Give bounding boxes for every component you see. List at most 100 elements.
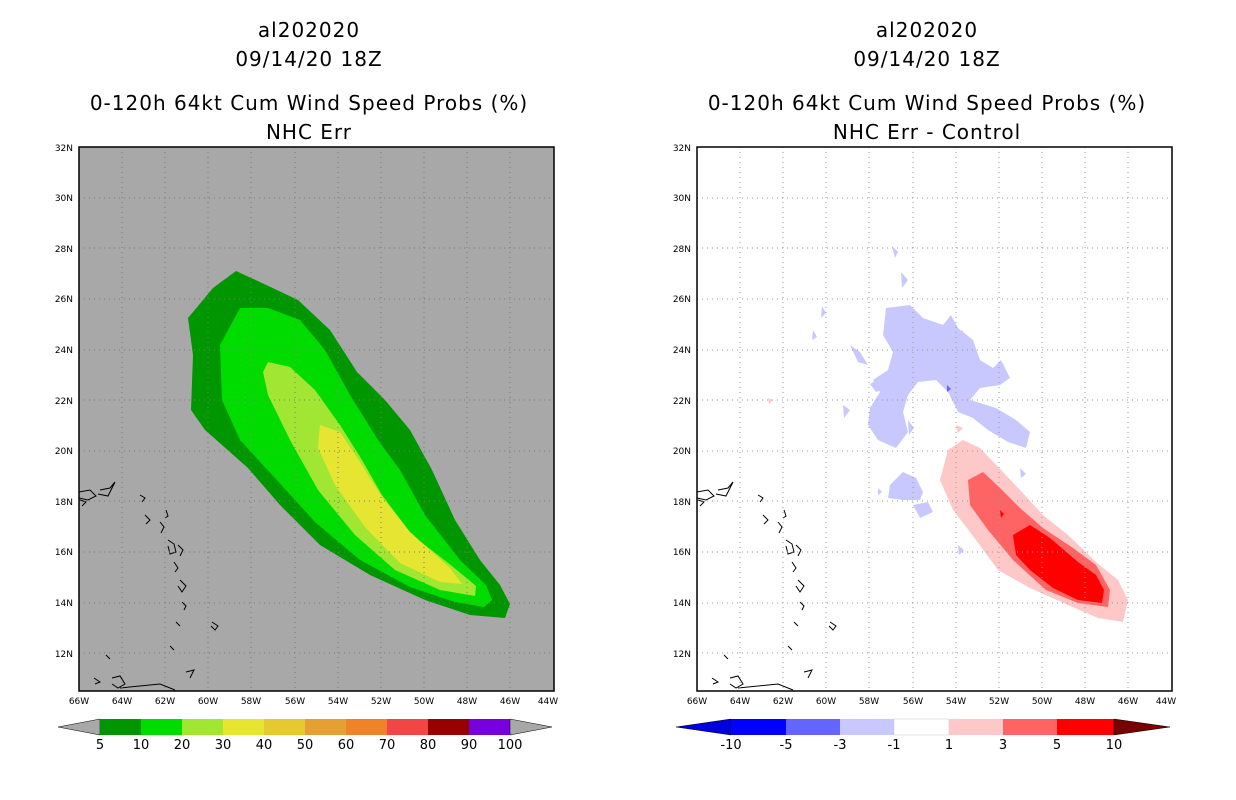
contour-neg-12	[958, 545, 964, 555]
grid	[79, 147, 554, 691]
colorbar-box	[264, 719, 305, 735]
lat-label: 24N	[673, 346, 691, 356]
left-panel: al202020 09/14/20 18Z 0-120h 64kt Cum Wi…	[55, 18, 558, 753]
lat-label: 26N	[673, 295, 691, 305]
colorbar: -10 -5 -3 -1 1 3 5 10	[675, 718, 1171, 753]
colorbar-box	[182, 719, 223, 735]
lat-axis: 32N 30N 28N 26N 24N 22N 20N 18N 16N 14N …	[673, 144, 691, 660]
colorbar-box	[949, 719, 1003, 735]
lat-label: 12N	[673, 650, 691, 660]
colorbar-label: 10	[1106, 738, 1123, 753]
lon-label: 44W	[1156, 697, 1176, 707]
colorbar-box	[469, 719, 510, 735]
lon-label: 48W	[457, 697, 477, 707]
lat-label: 26N	[55, 295, 73, 305]
coastlines	[78, 481, 219, 691]
contour-neg-15	[878, 488, 882, 495]
colorbar: 5 10 20 30 40 50 60 70 80 90 100	[57, 718, 553, 753]
product-title: 0-120h 64kt Cum Wind Speed Probs (%)	[89, 91, 529, 115]
colorbar-label: -5	[780, 738, 793, 753]
contour-neg-14	[1020, 468, 1026, 478]
colorbar-box	[305, 719, 346, 735]
lon-label: 46W	[1118, 697, 1138, 707]
colorbar-box	[893, 718, 950, 736]
colorbar-box	[223, 719, 264, 735]
subtitle: NHC Err - Control	[832, 120, 1022, 144]
lon-label: 66W	[687, 697, 707, 707]
difference-contours	[768, 246, 1128, 622]
colorbar-over-arrow	[509, 718, 553, 736]
contour-30	[318, 425, 462, 584]
colorbar-label: 30	[215, 738, 232, 753]
lon-label: 62W	[773, 697, 793, 707]
lon-label: 50W	[1032, 697, 1052, 707]
plot-frame	[696, 146, 1173, 692]
lat-label: 30N	[55, 194, 73, 204]
lat-label: 16N	[55, 548, 73, 558]
subtitle: NHC Err	[265, 120, 353, 144]
colorbar-box	[346, 719, 387, 735]
colorbar-label: 50	[297, 738, 314, 753]
colorbar-under-arrow	[57, 718, 101, 736]
lat-label: 18N	[673, 498, 691, 508]
contour-neg-4	[843, 405, 850, 418]
lon-label: 58W	[859, 697, 879, 707]
contour-neg-3	[870, 378, 886, 392]
colorbar-label: 1	[945, 738, 953, 753]
contour-neg-13	[908, 420, 914, 435]
lat-axis: 32N 30N 28N 26N 24N 22N 20N 18N 16N 14N …	[55, 144, 73, 660]
colorbar-label: -3	[834, 738, 847, 753]
lon-label: 50W	[414, 697, 434, 707]
lon-label: 52W	[371, 697, 391, 707]
colorbar-label: 80	[420, 738, 437, 753]
lon-label: 44W	[538, 697, 558, 707]
right-panel: al202020 09/14/20 18Z 0-120h 64kt Cum Wi…	[618, 0, 1236, 800]
lon-label: 64W	[112, 697, 132, 707]
colorbar-label: 10	[133, 738, 150, 753]
lat-label: 32N	[673, 144, 691, 154]
contour-neg-9	[812, 330, 817, 340]
lon-label: 52W	[989, 697, 1009, 707]
lat-label: 16N	[673, 548, 691, 558]
contour-neg-2	[850, 345, 868, 365]
lat-label: 28N	[673, 245, 691, 255]
lat-label: 28N	[55, 245, 73, 255]
colorbar-label: 3	[999, 738, 1007, 753]
lon-label: 60W	[198, 697, 218, 707]
lon-label: 46W	[500, 697, 520, 707]
lat-label: 20N	[55, 447, 73, 457]
product-title: 0-120h 64kt Cum Wind Speed Probs (%)	[707, 91, 1147, 115]
colorbar-box	[387, 719, 428, 735]
lat-label: 12N	[55, 650, 73, 660]
colorbar-label: 70	[379, 738, 396, 753]
contour-neg-7	[892, 246, 898, 258]
lon-label: 48W	[1075, 697, 1095, 707]
colorbar-label: 90	[461, 738, 478, 753]
colorbar-box	[840, 719, 894, 735]
lon-label: 64W	[730, 697, 750, 707]
colorbar-box	[100, 719, 141, 735]
datetime: 09/14/20 18Z	[235, 47, 383, 71]
colorbar-box	[428, 719, 469, 735]
colorbar-label: 40	[256, 738, 273, 753]
lon-label: 66W	[69, 697, 89, 707]
lat-label: 30N	[673, 194, 691, 204]
colorbar-label: 5	[1053, 738, 1061, 753]
colorbar-label: 100	[498, 738, 523, 753]
colorbar-box	[731, 719, 786, 735]
lat-label: 14N	[673, 599, 691, 609]
lat-label: 32N	[55, 144, 73, 154]
colorbar-box	[1003, 719, 1057, 735]
map-plot: 32N 30N 28N 26N 24N 22N 20N 18N 16N 14N …	[673, 144, 1176, 753]
colorbar-label: 20	[174, 738, 191, 753]
lat-label: 24N	[55, 346, 73, 356]
lon-axis: 66W 64W 62W 60W 58W 56W 54W 52W 50W 48W …	[69, 697, 558, 707]
lon-label: 56W	[285, 697, 305, 707]
lat-label: 22N	[673, 397, 691, 407]
contour-neg-11	[913, 502, 933, 518]
colorbar-label: -10	[720, 738, 741, 753]
colorbar-label: -1	[888, 738, 901, 753]
storm-id: al202020	[257, 18, 361, 42]
lon-label: 54W	[946, 697, 966, 707]
colorbar-box	[786, 719, 840, 735]
